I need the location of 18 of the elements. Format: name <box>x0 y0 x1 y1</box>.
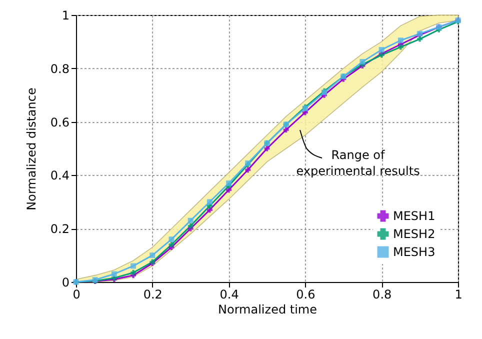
y-tick-label: 1 <box>62 8 70 22</box>
x-tick-label: 0.4 <box>220 288 239 302</box>
y-tick-label: 0.6 <box>50 115 70 130</box>
y-tick-label: 0 <box>62 276 70 290</box>
x-tick-label: 0.6 <box>296 288 316 302</box>
legend-label: MESH1 <box>393 209 436 223</box>
x-tick-label: 0 <box>72 288 80 302</box>
y-tick-label: 0.4 <box>50 168 70 183</box>
annotation: Range of experimental results <box>296 148 420 178</box>
x-tick-label: 0.2 <box>143 288 162 302</box>
y-tick-label: 0.8 <box>50 62 70 76</box>
y-axis-title: Normalized distance <box>24 88 38 210</box>
legend-label: MESH2 <box>393 227 436 241</box>
x-tick-label: 1 <box>454 288 462 302</box>
legend-label: MESH3 <box>393 245 436 259</box>
x-axis-title: Normalized time <box>218 302 317 316</box>
x-tick-label: 0.8 <box>372 288 392 302</box>
y-tick-label: 0.2 <box>50 222 70 236</box>
